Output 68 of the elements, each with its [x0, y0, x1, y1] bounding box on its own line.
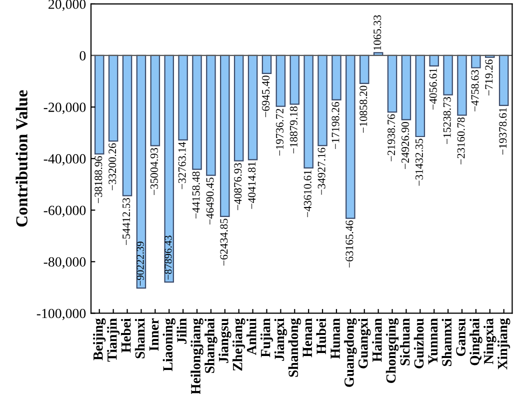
x-tick-label: Ningxia — [484, 318, 496, 364]
x-tick-label: Hunan — [330, 318, 340, 359]
x-tick-label: Jiangxi — [274, 318, 288, 361]
x-tick-label: Liaoning — [162, 318, 176, 372]
data-label: −46490.45 — [206, 178, 214, 225]
x-tick-label: Beijing — [93, 318, 106, 360]
data-label: −40876.93 — [234, 163, 242, 210]
y-tick-label: 0 — [80, 51, 86, 60]
y-axis-title: Contribution Value — [16, 90, 28, 227]
x-tick-label: Xinjiang — [497, 318, 510, 370]
data-label: −43610.61 — [304, 170, 312, 218]
data-label: −34927.16 — [318, 148, 326, 195]
x-tick-label: Guangdong — [344, 318, 357, 387]
data-label: −18879.18 — [290, 106, 298, 154]
x-tick-label: Hubei — [316, 318, 326, 354]
x-tick-label: Guizhou — [414, 318, 424, 368]
x-tick-label: Gansu — [456, 318, 466, 356]
x-tick-label: Jiangsu — [218, 318, 232, 364]
y-tick-label: -100,000 — [36, 308, 86, 320]
data-label: −6945.40 — [262, 76, 270, 118]
data-label: −38188.96 — [94, 156, 102, 204]
x-tick-label: Hainan — [372, 318, 382, 362]
data-label: −32763.14 — [178, 142, 186, 190]
data-label: −23160.78 — [457, 117, 465, 164]
y-tick-label: -60,000 — [44, 206, 86, 218]
x-tick-label: Anhui — [246, 318, 256, 356]
data-label: −15238.73 — [443, 97, 451, 144]
y-tick-label: -40,000 — [44, 154, 86, 166]
x-tick-label: Henan — [302, 318, 312, 358]
data-label: −90222.39 — [136, 242, 144, 286]
x-tick-label: Sichuan — [400, 318, 410, 366]
x-tick-label: Shannxi — [442, 318, 452, 366]
data-label: −54412.53 — [122, 198, 130, 245]
data-label: −19736.72 — [276, 108, 284, 156]
x-tick-label: Hebei — [120, 318, 131, 353]
x-tick-label: Shanxi — [134, 318, 145, 358]
data-label: −35004.93 — [150, 148, 158, 195]
y-tick-label: -80,000 — [44, 257, 86, 269]
x-tick-label: Zhejiang — [232, 318, 246, 371]
data-label: −40414.81 — [248, 162, 256, 209]
x-tick-label: Shanghai — [204, 318, 218, 373]
x-tick-label: Chongqing — [386, 318, 399, 384]
x-tick-label: Tianjin — [107, 318, 120, 362]
x-tick-label: Jilin — [176, 318, 187, 344]
x-tick-label: Shandong — [288, 318, 301, 377]
y-tick-label: -20,000 — [44, 102, 86, 114]
data-label: −719.26 — [485, 60, 493, 96]
x-tick-label: Heilongjiang — [190, 318, 204, 394]
data-label: −44158.48 — [192, 172, 200, 219]
data-label: −24926.90 — [401, 122, 410, 169]
x-tick-label: Fujian — [260, 318, 274, 358]
data-label: −87896.43 — [164, 236, 172, 280]
data-label: −33200.26 — [108, 143, 116, 190]
y-tick-label: 20,000 — [48, 0, 86, 11]
x-tick-label: Yunnan — [428, 318, 438, 364]
data-label: −31432.35 — [415, 138, 423, 186]
data-label: −21938.76 — [388, 114, 396, 162]
data-label: 1065.33 — [374, 15, 382, 50]
data-label: −19378.61 — [499, 108, 507, 155]
data-label: −10858.20 — [360, 86, 368, 133]
data-label: −4056.61 — [429, 68, 437, 110]
x-tick-label: Inner — [149, 318, 159, 351]
data-label: −17198.26 — [332, 102, 340, 150]
x-tick-label: Guangxi — [358, 318, 371, 368]
data-label: −62434.85 — [220, 218, 228, 266]
x-tick-label: Qinghai — [470, 318, 482, 366]
data-label: −4758.63 — [471, 70, 479, 112]
data-label: −63165.46 — [346, 220, 354, 268]
